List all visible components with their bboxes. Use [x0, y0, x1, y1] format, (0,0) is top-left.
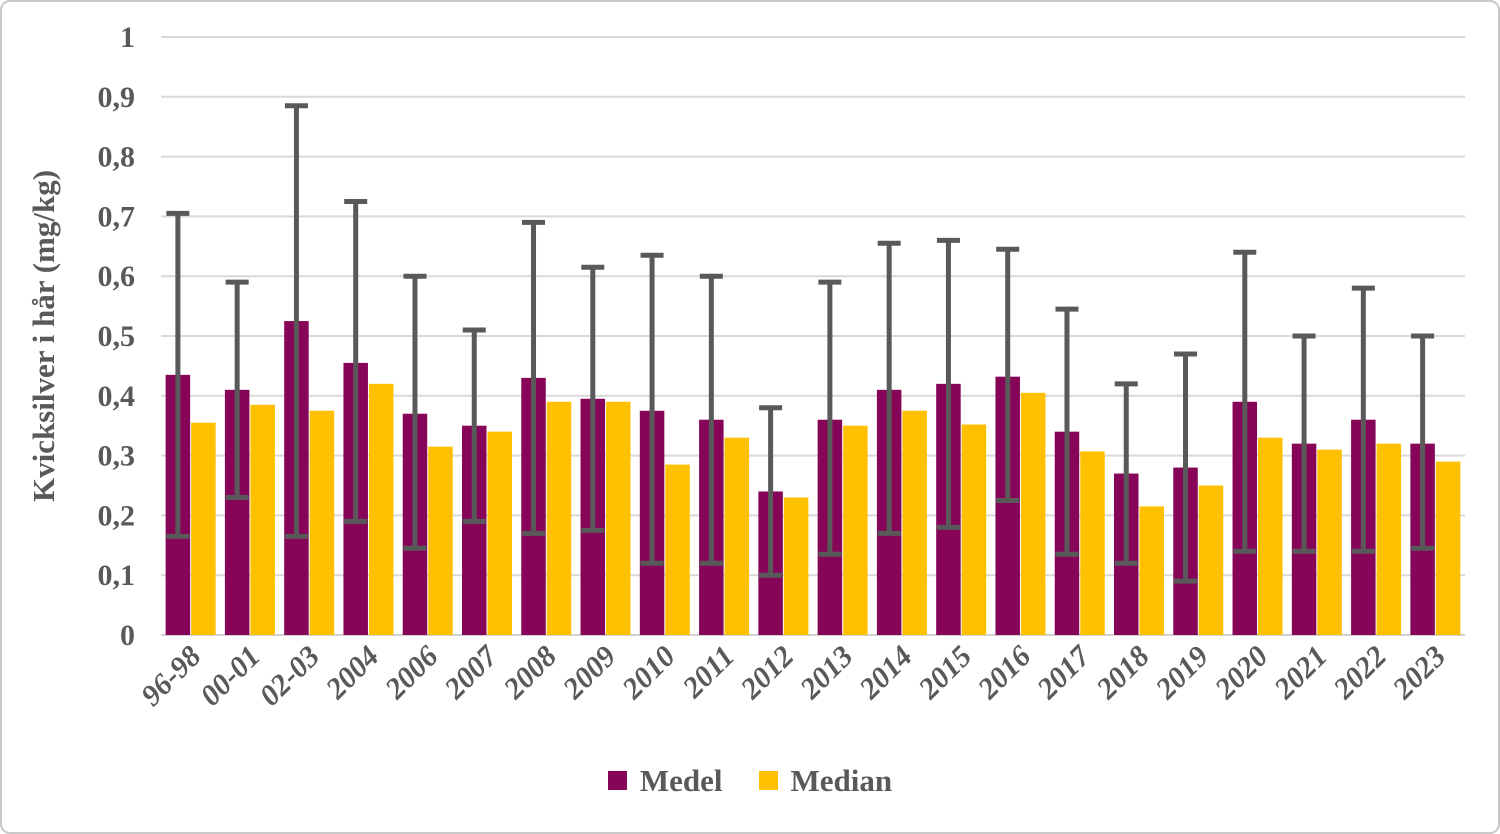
bar-median-96-98: [191, 422, 216, 635]
bar-median-2014: [902, 410, 927, 635]
x-axis-tick-label: 2012: [734, 640, 800, 706]
x-axis-tick-label: 2010: [615, 640, 681, 706]
x-axis-tick-label: 2016: [971, 640, 1037, 706]
bar-median-2013: [843, 425, 868, 635]
y-axis-tick-label: 0,6: [98, 260, 136, 293]
x-axis-tick-label: 2007: [437, 639, 504, 706]
y-axis-tick-label: 0,8: [98, 141, 136, 174]
y-axis-tick-label: 0,3: [98, 440, 136, 473]
y-axis-tick-label: 0: [120, 619, 135, 652]
bar-median-2019: [1198, 485, 1224, 635]
bar-median-2006: [428, 446, 453, 635]
x-axis-tick-label: 2015: [912, 640, 978, 706]
y-axis-tick-label: 0,7: [98, 200, 136, 233]
x-axis-tick-label: 2021: [1267, 640, 1333, 706]
x-axis-tick-label: 2009: [556, 640, 622, 706]
bar-median-00-01: [250, 404, 275, 635]
bar-median-2021: [1317, 449, 1342, 635]
chart-legend: Medel Median: [2, 765, 1498, 796]
bar-median-2012: [783, 497, 809, 635]
x-axis-tick-label: 2004: [319, 640, 385, 706]
bar-median-2015: [961, 424, 987, 635]
bar-median-2017: [1080, 451, 1105, 635]
x-axis-tick-label: 2020: [1208, 640, 1274, 706]
y-axis-tick-label: 0,5: [98, 320, 136, 353]
bar-median-2018: [1139, 506, 1164, 635]
bar-median-2009: [606, 401, 631, 635]
bar-median-2020: [1258, 437, 1283, 635]
bar-median-2007: [487, 431, 512, 635]
legend-label-median: Median: [790, 763, 893, 798]
y-axis-tick-label: 0,2: [98, 499, 136, 532]
bar-median-02-03: [309, 410, 335, 635]
bar-median-2011: [724, 437, 750, 635]
legend-label-medel: Medel: [639, 763, 723, 798]
legend-item-medel: Medel: [607, 763, 723, 798]
bar-median-2022: [1376, 443, 1402, 635]
legend-swatch-medel: [607, 771, 627, 790]
y-axis-tick-label: 0,4: [98, 380, 136, 413]
x-axis-tick-label: 2008: [497, 640, 563, 706]
x-axis-tick-label: 2023: [1386, 640, 1452, 706]
bar-median-2016: [1020, 392, 1046, 635]
x-axis-tick-label: 00-01: [194, 640, 267, 713]
bar-median-2008: [546, 401, 572, 635]
legend-swatch-median: [758, 771, 778, 790]
bar-median-2010: [665, 464, 690, 635]
x-axis-tick-label: 2017: [1030, 639, 1097, 706]
x-axis-tick-label: 2018: [1089, 640, 1155, 706]
bar-median-2004: [368, 383, 394, 635]
y-axis-tick-label: 0,1: [98, 559, 136, 592]
y-axis-tick-label: 0,9: [98, 81, 136, 114]
x-axis-tick-label: 02-03: [253, 640, 326, 713]
y-axis-title: Kvicksilver i hår (mg/kg): [26, 170, 61, 502]
x-axis-tick-label: 2013: [793, 640, 859, 706]
x-axis-tick-label: 96-98: [135, 640, 208, 713]
x-axis-tick-label: 2006: [378, 640, 444, 706]
x-axis-tick-label: 2014: [852, 640, 918, 706]
bar-chart-plot: 0 0,1 0,2 0,3 0,4 0,5 0,6 0,7 0,8 0,9 1 96-9800-010…: [26, 21, 1465, 713]
bar-median-2023: [1435, 461, 1461, 635]
legend-item-median: Median: [758, 763, 893, 798]
y-axis-tick-label: 1: [120, 21, 135, 54]
x-axis-tick-label: 2011: [676, 640, 741, 705]
x-axis-tick-label: 2022: [1327, 640, 1393, 706]
x-axis-tick-label: 2019: [1149, 640, 1215, 706]
